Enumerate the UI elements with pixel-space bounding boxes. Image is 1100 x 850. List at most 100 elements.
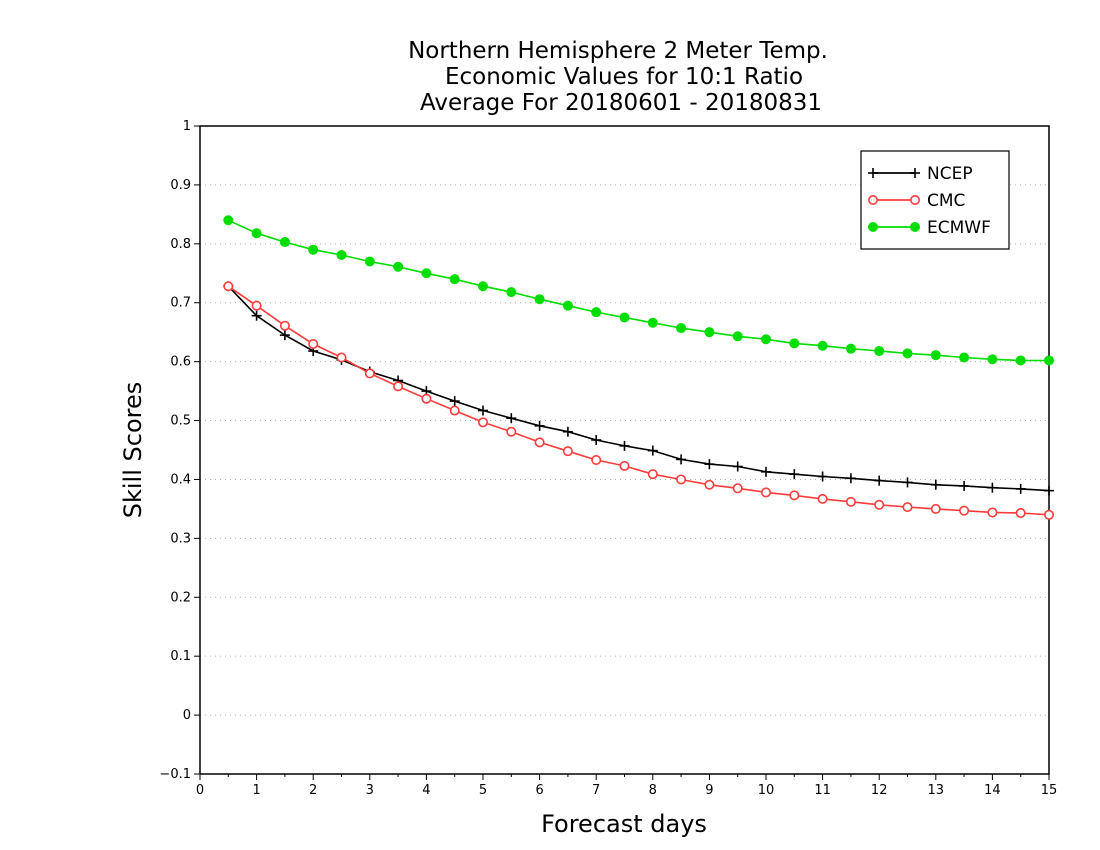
ncep-point xyxy=(534,420,545,431)
ncep-point xyxy=(789,469,800,480)
ecmwf-point xyxy=(789,338,800,349)
x-tick-label: 10 xyxy=(758,783,775,798)
y-tick-label: 0.8 xyxy=(170,237,191,252)
y-tick-label: 0.4 xyxy=(170,472,191,487)
cmc-point xyxy=(421,393,432,404)
cmc-point xyxy=(987,507,998,518)
legend-entry-cmc: CMC xyxy=(867,191,965,211)
legend-label-cmc: CMC xyxy=(927,191,965,211)
series-layer xyxy=(223,215,1055,520)
title-line-1: Northern Hemisphere 2 Meter Temp. xyxy=(408,38,828,64)
x-tick-label: 13 xyxy=(928,783,945,798)
cmc-point xyxy=(279,320,290,331)
ecmwf-point xyxy=(732,331,743,342)
cmc-point xyxy=(732,483,743,494)
x-tick-label: 3 xyxy=(366,783,374,798)
ecmwf-point xyxy=(562,300,573,311)
ecmwf-point xyxy=(393,261,404,272)
ecmwf-point xyxy=(279,237,290,248)
legend-entry-ecmwf: ECMWF xyxy=(868,218,991,238)
ecmwf-point xyxy=(478,281,488,292)
x-tick-label: 11 xyxy=(814,783,831,798)
x-tick-label: 14 xyxy=(984,783,1001,798)
cmc-point xyxy=(902,502,913,513)
legend-marker-cmc xyxy=(867,195,878,206)
ecmwf-point xyxy=(591,307,602,318)
ncep-point xyxy=(761,466,771,477)
cmc-point xyxy=(1015,508,1026,519)
cmc-point xyxy=(874,499,885,510)
ecmwf-point xyxy=(1044,355,1054,366)
ecmwf-point xyxy=(506,287,517,298)
chart-title: Northern Hemisphere 2 Meter Temp. Econom… xyxy=(408,38,828,116)
ncep-point xyxy=(1015,483,1026,494)
y-tick-label: −0.1 xyxy=(159,767,191,782)
ecmwf-point xyxy=(251,228,262,239)
cmc-point xyxy=(704,479,715,490)
ecmwf-point xyxy=(845,343,856,354)
x-tick-label: 4 xyxy=(422,783,430,798)
cmc-point xyxy=(930,503,941,514)
cmc-point xyxy=(534,437,545,448)
cmc-point xyxy=(817,493,828,504)
x-tick-label: 8 xyxy=(649,783,657,798)
y-tick-label: 0.6 xyxy=(170,355,191,370)
ncep-point xyxy=(591,434,602,445)
cmc-point xyxy=(308,338,319,349)
x-tick-label: 6 xyxy=(535,783,543,798)
ecmwf-point xyxy=(987,354,998,365)
cmc-point xyxy=(959,505,970,516)
ecmwf-point xyxy=(534,294,545,305)
series-ncep xyxy=(223,281,1054,496)
ncep-point xyxy=(930,479,941,490)
ecmwf-point xyxy=(704,327,715,338)
ncep-point xyxy=(845,473,856,484)
series-ecmwf xyxy=(223,215,1054,366)
ncep-point xyxy=(619,440,630,451)
cmc-point xyxy=(647,469,658,480)
cmc-point xyxy=(506,426,517,437)
x-tick-label: 15 xyxy=(1041,783,1058,798)
legend: NCEP CMC ECMWF xyxy=(860,150,1010,250)
cmc-point xyxy=(789,490,800,501)
ncep-point xyxy=(251,310,262,321)
cmc-point xyxy=(591,455,602,466)
ncep-point xyxy=(1044,485,1054,496)
ecmwf-point xyxy=(647,317,658,328)
x-tick-label: 2 xyxy=(309,783,317,798)
ecmwf-point xyxy=(619,312,630,323)
ecmwf-point xyxy=(959,352,970,363)
x-tick-label: 12 xyxy=(871,783,888,798)
ecmwf-point xyxy=(817,340,828,351)
y-tick-label: 0.3 xyxy=(170,531,191,546)
ncep-point xyxy=(562,426,573,437)
legend-entry-ncep: NCEP xyxy=(868,164,973,184)
y-tick-label: 0.7 xyxy=(170,296,191,311)
ncep-point xyxy=(478,405,488,416)
legend-marker-cmc xyxy=(909,195,920,206)
series-line-ncep xyxy=(227,285,1050,492)
cmc-point xyxy=(845,496,856,507)
ecmwf-point xyxy=(676,323,687,334)
ecmwf-point xyxy=(308,244,319,255)
ncep-point xyxy=(279,330,290,341)
x-tick-label: 5 xyxy=(479,783,487,798)
ecmwf-point xyxy=(1015,355,1026,366)
ecmwf-point xyxy=(874,346,885,357)
legend-label-ncep: NCEP xyxy=(927,164,973,184)
legend-label-ecmwf: ECMWF xyxy=(927,218,991,238)
ncep-point xyxy=(959,480,970,491)
y-tick-label: 0.9 xyxy=(170,178,191,193)
cmc-point xyxy=(562,446,573,457)
x-tick-label: 9 xyxy=(705,783,713,798)
ecmwf-point xyxy=(902,348,913,359)
cmc-point xyxy=(336,352,347,363)
cmc-point xyxy=(619,460,630,471)
y-tick-label: 0.5 xyxy=(170,414,191,429)
title-line-2: Economic Values for 10:1 Ratio xyxy=(445,64,803,90)
ecmwf-point xyxy=(761,334,771,345)
cmc-point xyxy=(477,417,488,428)
ecmwf-point xyxy=(336,250,347,261)
ncep-point xyxy=(874,475,885,486)
